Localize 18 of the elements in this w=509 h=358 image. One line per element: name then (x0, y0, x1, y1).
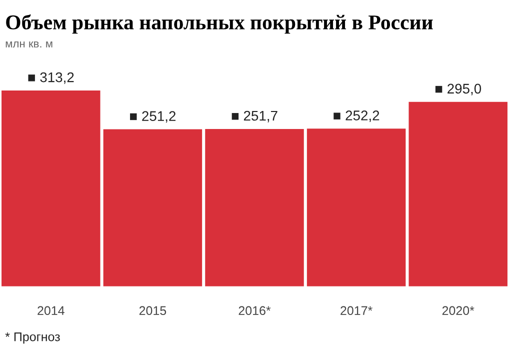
x-tick-label: 2014 (38, 306, 64, 316)
data-label: ■ 313,2 (28, 72, 74, 84)
data-label: ■ 252,2 (334, 110, 380, 122)
x-tick-label: 2016* (238, 306, 271, 316)
data-label: ■ 295,0 (435, 84, 482, 96)
bar (103, 129, 202, 286)
chart-title: Объем рынка напольных покрытий в России (6, 14, 433, 34)
text: * Прогноз (5, 332, 60, 344)
bar (306, 128, 406, 286)
x-tick-label: 2015 (139, 306, 166, 316)
bar (408, 102, 508, 286)
bar (205, 128, 304, 286)
bar (2, 90, 100, 286)
chart-subtitle: млн кв. м (6, 42, 52, 48)
x-tick-label: 2020* (442, 306, 474, 316)
data-label: ■ 251,7 (232, 110, 278, 122)
data-label: ■ 251,2 (130, 111, 176, 123)
x-tick-label: 2017* (340, 306, 372, 316)
